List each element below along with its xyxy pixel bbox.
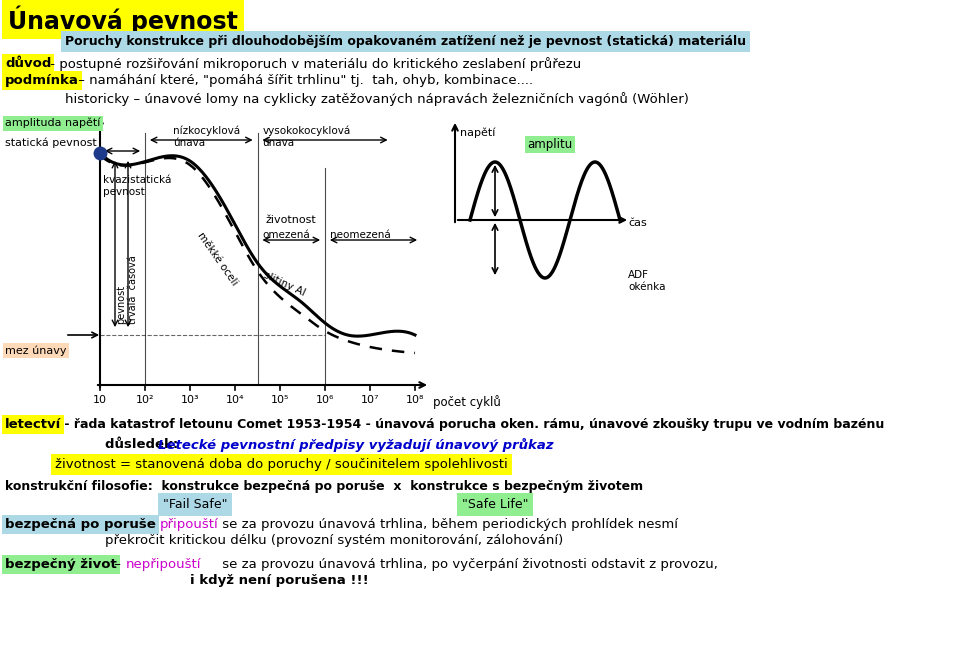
Text: ADF
okénka: ADF okénka <box>628 270 665 291</box>
Text: připouští: připouští <box>160 518 219 531</box>
Text: Letecké pevnostní předpisy vyžadují únavový průkaz: Letecké pevnostní předpisy vyžadují únav… <box>158 438 554 452</box>
Text: důvod: důvod <box>5 57 52 70</box>
Text: "Fail Safe": "Fail Safe" <box>163 498 228 511</box>
Text: se za provozu únavová trhlina, během periodických prohlídek nesmí: se za provozu únavová trhlina, během per… <box>218 518 678 531</box>
Text: 10⁸: 10⁸ <box>406 395 424 405</box>
Text: nízkocyklová
únava: nízkocyklová únava <box>173 126 240 148</box>
Text: 10⁵: 10⁵ <box>271 395 289 405</box>
Text: překročit kritickou délku (provozní systém monitorování, zálohování): překročit kritickou délku (provozní syst… <box>105 534 564 547</box>
Text: – namáhání které, "pomáhá šířit trhlinu" tj.  tah, ohyb, kombinace....: – namáhání které, "pomáhá šířit trhlinu"… <box>74 74 533 87</box>
Text: statická pevnost: statická pevnost <box>5 138 97 148</box>
Text: bezpečný život: bezpečný život <box>5 558 117 571</box>
Text: se za provozu únavová trhlina, po vyčerpání životnosti odstavit z provozu,: se za provozu únavová trhlina, po vyčerp… <box>218 558 718 571</box>
Text: Únavová pevnost: Únavová pevnost <box>8 5 238 34</box>
Text: životnost: životnost <box>266 215 316 225</box>
Text: - postupné rozšiřování mikroporuch v materiálu do kritického zeslabení průřezu: - postupné rozšiřování mikroporuch v mat… <box>46 57 581 71</box>
Text: životnost = stanovená doba do poruchy / součinitelem spolehlivosti: životnost = stanovená doba do poruchy / … <box>55 458 508 471</box>
Text: nepřipouští: nepřipouští <box>126 558 202 571</box>
Text: neomezená: neomezená <box>330 230 391 240</box>
Text: 10⁶: 10⁶ <box>316 395 334 405</box>
Text: vysokokocyklová
únava: vysokokocyklová únava <box>262 126 350 148</box>
Text: "Safe Life": "Safe Life" <box>462 498 528 511</box>
Text: podmínka: podmínka <box>5 74 79 87</box>
Text: bezpečná po poruše: bezpečná po poruše <box>5 518 156 531</box>
Text: –: – <box>145 518 160 531</box>
Text: konstrukční filosofie:  konstrukce bezpečná po poruše  x  konstrukce s bezpečným: konstrukční filosofie: konstrukce bezpeč… <box>5 480 643 493</box>
Text: Poruchy konstrukce při dlouhodobějším opakovaném zatížení než je pevnost (static: Poruchy konstrukce při dlouhodobějším op… <box>65 35 746 48</box>
Text: amplituda napětí: amplituda napětí <box>5 118 101 128</box>
Text: pevnost
trvalá  časová: pevnost trvalá časová <box>116 256 137 324</box>
Text: 10⁴: 10⁴ <box>226 395 244 405</box>
Text: 10⁷: 10⁷ <box>361 395 379 405</box>
Text: 10: 10 <box>93 395 107 405</box>
Text: počet cyklů: počet cyklů <box>433 395 501 409</box>
Text: - řada katastrof letounu Comet 1953-1954 - únavová porucha oken. rámu, únavové z: - řada katastrof letounu Comet 1953-1954… <box>60 418 884 431</box>
Text: omezená: omezená <box>262 230 310 240</box>
Text: měkké oceli: měkké oceli <box>195 230 239 287</box>
Text: amplitu: amplitu <box>527 138 572 151</box>
Text: kvazistatická
pevnost: kvazistatická pevnost <box>103 175 172 197</box>
Text: 10³: 10³ <box>180 395 200 405</box>
Text: historicky – únavové lomy na cyklicky zatěžovaných nápravách železničních vagónů: historicky – únavové lomy na cyklicky za… <box>65 92 689 106</box>
Text: –: – <box>110 558 125 571</box>
Text: i když není porušena !!!: i když není porušena !!! <box>190 574 369 587</box>
Text: letectví: letectví <box>5 418 61 431</box>
Text: slitiny Al: slitiny Al <box>262 270 307 298</box>
Text: čas: čas <box>628 218 647 228</box>
Text: mez únavy: mez únavy <box>5 345 66 355</box>
Text: 10²: 10² <box>135 395 155 405</box>
Text: důsledek:: důsledek: <box>105 438 182 451</box>
Text: napětí: napětí <box>460 127 495 138</box>
